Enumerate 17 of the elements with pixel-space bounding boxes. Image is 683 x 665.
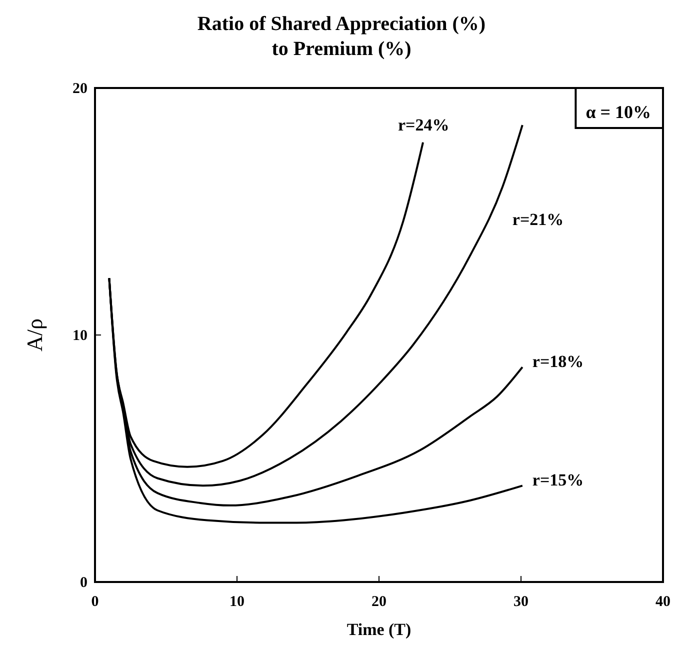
chart-title: Ratio of Shared Appreciation (%) bbox=[197, 13, 486, 35]
y-tick-label: 20 bbox=[72, 80, 88, 97]
annotation: α = 10% bbox=[586, 102, 651, 122]
chart-subtitle: to Premium (%) bbox=[272, 38, 412, 60]
x-tick-label: 30 bbox=[514, 594, 528, 610]
x-axis-title: Time (T) bbox=[346, 620, 412, 639]
x-tick-label: 0 bbox=[91, 594, 99, 610]
y-axis-title: A/ρ bbox=[22, 318, 47, 352]
x-tick-label: 20 bbox=[372, 594, 386, 610]
series-label: r=24% bbox=[398, 115, 450, 134]
x-tick-label: 40 bbox=[656, 594, 670, 610]
series-label: r=15% bbox=[532, 470, 584, 490]
y-tick-label: 10 bbox=[72, 328, 88, 344]
x-tick-label: 10 bbox=[230, 594, 244, 610]
series-label: r=18% bbox=[532, 352, 584, 372]
y-tick-label: 0 bbox=[80, 574, 88, 591]
series-label: r=21% bbox=[512, 210, 564, 230]
